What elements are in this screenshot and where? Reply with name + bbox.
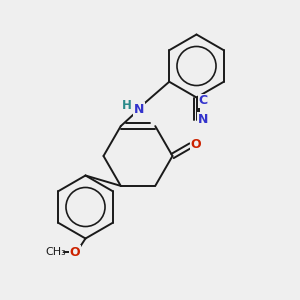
Text: CH₃: CH₃ (45, 247, 66, 257)
Text: C: C (199, 94, 208, 107)
Text: O: O (190, 137, 201, 151)
Text: N: N (198, 112, 208, 125)
Text: H: H (122, 99, 132, 112)
Text: O: O (70, 245, 80, 259)
Text: N: N (134, 103, 144, 116)
